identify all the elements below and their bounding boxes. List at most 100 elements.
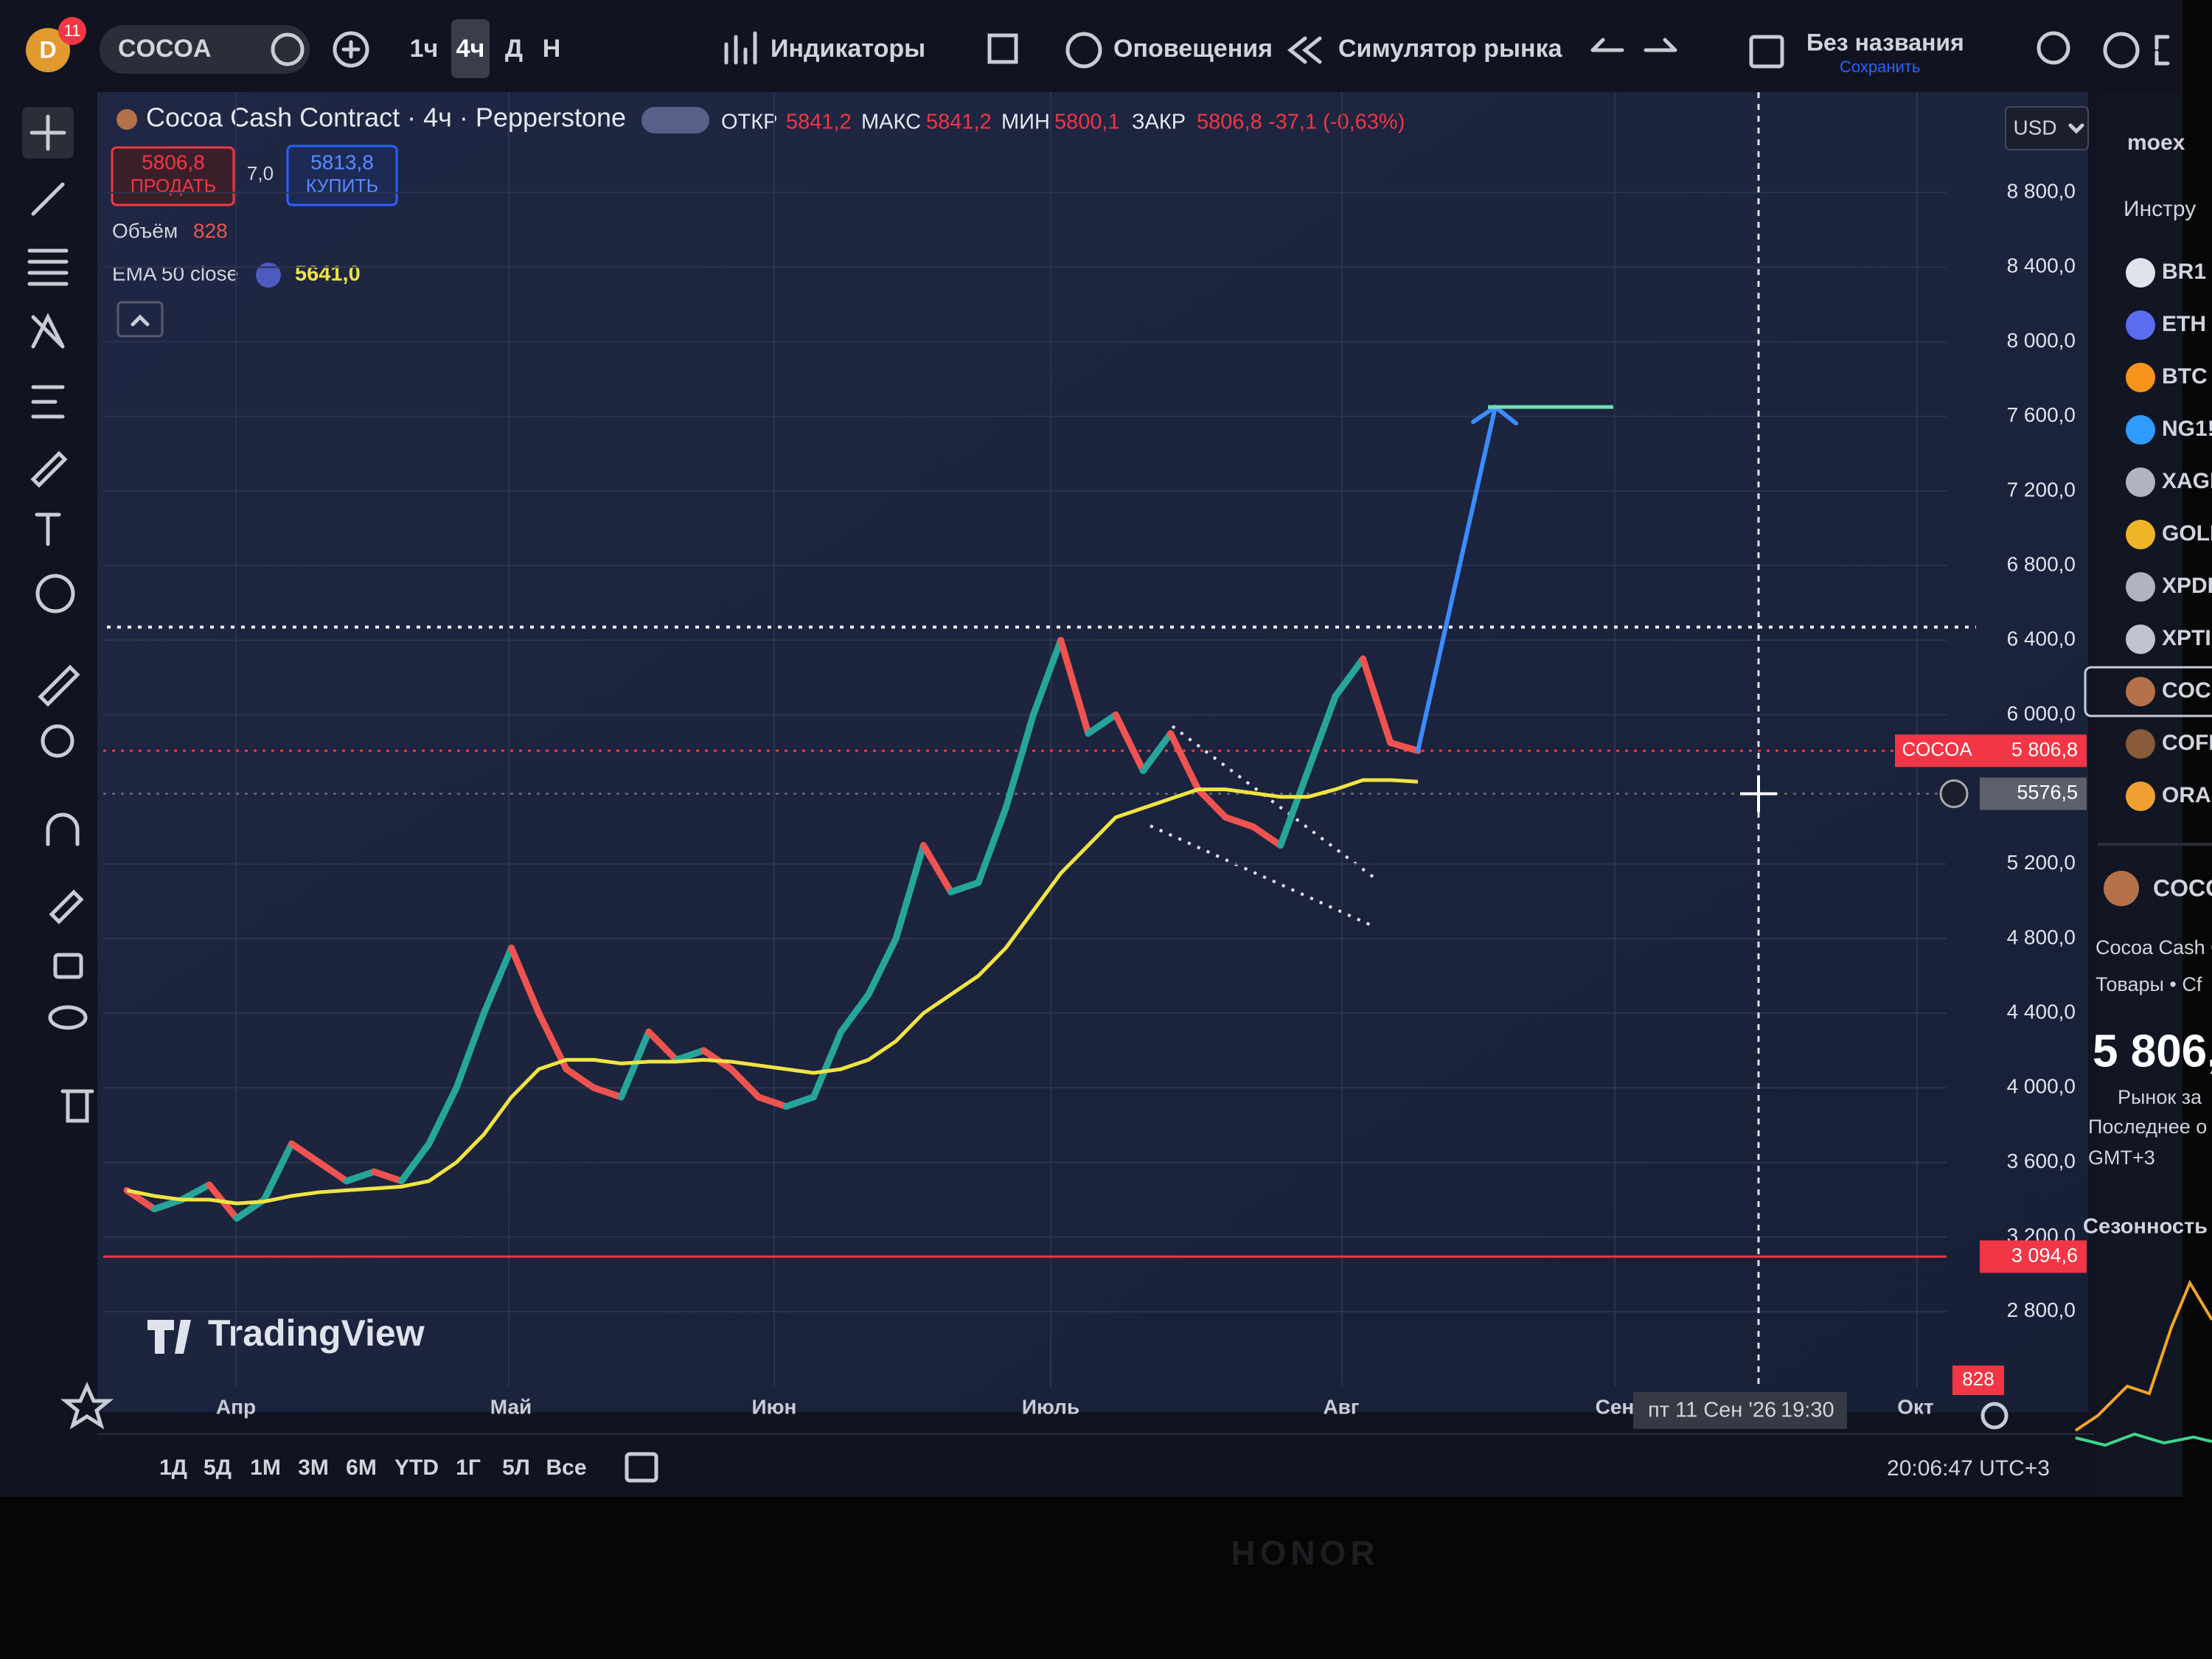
watchlist-item[interactable]: ORAI (2162, 783, 2212, 807)
y-tick-label: 2 800,0 (2007, 1298, 2076, 1321)
y-tick-label: 8 000,0 (2007, 329, 2076, 352)
x-tick-label: Окт (1897, 1395, 1934, 1418)
cursor-tool[interactable] (29, 114, 66, 151)
y-tick-label: 4 800,0 (2007, 925, 2076, 948)
undo-redo[interactable] (1590, 38, 1677, 52)
text-tool[interactable] (35, 512, 61, 546)
settings-icon[interactable] (2103, 32, 2140, 69)
watchlist-item[interactable]: COCI (2162, 678, 2212, 703)
magnet-tool[interactable] (46, 813, 80, 846)
range-button[interactable]: YTD (394, 1455, 439, 1480)
watchlist-header[interactable]: moex (2127, 131, 2185, 155)
watchlist-icon (2126, 729, 2155, 759)
watchlist-item[interactable]: GOLI (2162, 521, 2212, 546)
price-segment (1029, 636, 1065, 718)
ruler-tool[interactable] (38, 664, 80, 707)
symbol-search[interactable] (100, 25, 310, 74)
indicators-button[interactable]: Индикаторы (771, 35, 925, 63)
watchlist-item[interactable]: BR1 (2162, 260, 2206, 284)
range-button[interactable]: 1Г (456, 1455, 481, 1480)
ema-settings[interactable] (256, 262, 281, 288)
watchlist-icon (2126, 258, 2155, 288)
chevron-up (131, 314, 150, 327)
lock-drawing-tool[interactable] (49, 889, 84, 925)
y-tick-label: 4 000,0 (2007, 1075, 2076, 1098)
templates-icon[interactable] (987, 33, 1018, 64)
interval-button[interactable]: 4ч (456, 35, 485, 63)
collapse-legend[interactable] (116, 301, 164, 338)
sell-button[interactable] (111, 146, 235, 206)
goto-date[interactable] (625, 1452, 658, 1483)
ohlc-key: ОТКР (721, 111, 778, 134)
avatar[interactable] (26, 28, 70, 72)
symbol: COCOA (118, 35, 212, 63)
volume-axis-label: 828 (1962, 1368, 1994, 1390)
volume-axis-box (1952, 1366, 2004, 1395)
alerts-button[interactable]: Оповещения (1113, 35, 1273, 63)
price-segment (398, 1140, 433, 1185)
add-alert-button[interactable] (1939, 779, 1969, 809)
watchlist-selected (2084, 666, 2212, 717)
watchlist-icon (2126, 415, 2155, 445)
watchlist-icon (2126, 467, 2155, 497)
lock-tool[interactable] (53, 953, 83, 979)
save-link[interactable]: Сохранить (1840, 58, 1920, 76)
brush-tool[interactable] (30, 451, 68, 488)
interval-button[interactable]: Н (543, 35, 561, 63)
y-tick-label: 8 400,0 (2007, 254, 2076, 277)
interval-button[interactable]: 1ч (410, 35, 439, 63)
range-button[interactable]: 5Д (204, 1455, 232, 1480)
details-status: Рынок за (2118, 1086, 2202, 1108)
fullscreen-icon[interactable] (2154, 35, 2170, 66)
watchlist-item[interactable]: XPTI (2162, 626, 2211, 650)
buy-button[interactable] (286, 145, 398, 206)
watchlist-item[interactable]: ETH (2162, 312, 2206, 336)
delete-tool[interactable] (60, 1089, 94, 1123)
crosshair-time-box (1633, 1392, 1847, 1429)
active-interval-bg (451, 19, 490, 78)
favorite-icon[interactable] (271, 32, 305, 66)
watchlist-item[interactable]: XAGI (2162, 469, 2212, 493)
range-button[interactable]: 5Л (502, 1455, 530, 1480)
price-segment (1249, 823, 1284, 849)
replay-button[interactable]: Симулятор рынка (1338, 35, 1563, 63)
volume-label: Объём (112, 219, 178, 242)
price-segment (150, 1196, 186, 1213)
compare-button[interactable] (333, 31, 369, 68)
watchlist-item[interactable]: NG1! (2162, 417, 2212, 441)
price-segment (590, 1084, 625, 1101)
range-button[interactable]: 1М (250, 1455, 281, 1480)
range-button[interactable]: 1Д (159, 1455, 187, 1480)
range-button[interactable]: 6М (346, 1455, 377, 1480)
forecast-tool[interactable] (31, 385, 65, 419)
zoom-tool[interactable] (41, 724, 74, 758)
emoji-tool[interactable] (35, 574, 75, 613)
watchlist-item[interactable]: BTC (2162, 364, 2208, 389)
sell-label: ПРОДАТЬ (131, 176, 216, 197)
watchlist-item[interactable]: COFI (2162, 731, 2212, 755)
pattern-tool[interactable] (31, 313, 65, 349)
avatar-letter: D (39, 36, 56, 63)
search-icon[interactable] (2037, 31, 2070, 65)
range-button[interactable]: 3М (298, 1455, 329, 1480)
price-segment (782, 1093, 817, 1110)
spread: 7,0 (247, 162, 274, 184)
watchlist-item[interactable]: XPDI (2162, 574, 2212, 598)
interval-button[interactable]: Д (505, 35, 523, 63)
seasonality-title: Сезонность (2083, 1215, 2208, 1239)
range-button[interactable]: Все (546, 1455, 586, 1480)
plus-icon (341, 40, 361, 59)
favorites-star[interactable] (60, 1381, 114, 1430)
layout-name[interactable]: Без названия (1806, 29, 1964, 55)
price-segment (947, 879, 982, 896)
watermark-text: TradingView (208, 1312, 425, 1354)
buy-price: 5813,8 (310, 150, 374, 173)
layout-icon[interactable] (1749, 35, 1784, 69)
axis-settings[interactable] (1980, 1402, 2008, 1430)
visibility-tool[interactable] (48, 1005, 88, 1030)
fib-tool[interactable] (27, 248, 69, 286)
currency-selector[interactable] (2005, 106, 2089, 150)
trend-line-tool[interactable] (31, 182, 65, 216)
y-tick-label: 6 000,0 (2007, 702, 2076, 725)
ohlc-value: 5841,2 (926, 111, 992, 134)
